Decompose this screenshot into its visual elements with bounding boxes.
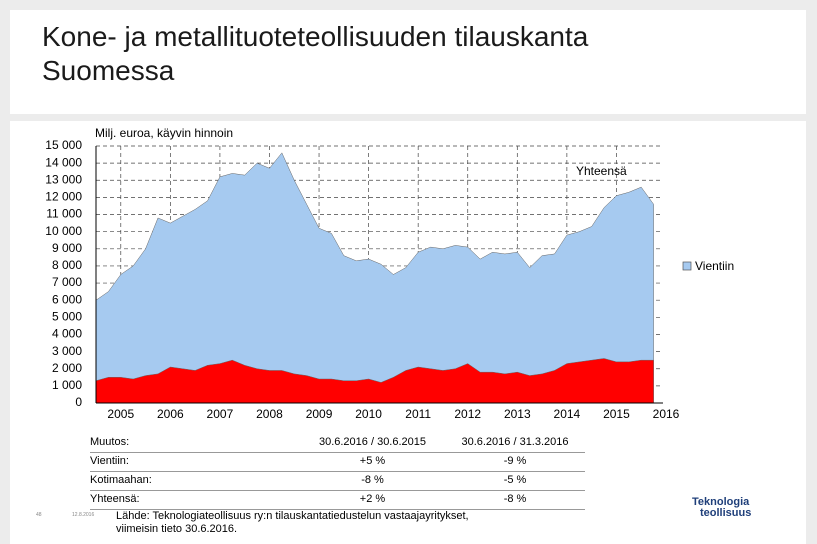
x-tick-label: 2005 — [107, 407, 134, 421]
y-tick-label: 10 000 — [45, 224, 82, 238]
logo: Teknologia teollisuus — [692, 497, 751, 519]
x-tick-label: 2016 — [653, 407, 680, 421]
legend-label: Vientiin — [695, 259, 734, 273]
x-tick-label: 2013 — [504, 407, 531, 421]
change-table: Muutos: 30.6.2016 / 30.6.2015 30.6.2016 … — [90, 434, 585, 510]
cell: Kotimaahan: — [90, 471, 300, 491]
cell: -8 % — [445, 490, 585, 510]
cell: -9 % — [445, 452, 585, 472]
cell: Muutos: — [90, 434, 300, 453]
y-tick-label: 6 000 — [52, 292, 82, 306]
logo-line: Teknologia — [692, 496, 750, 508]
page-number: 48 — [36, 512, 42, 518]
cell: +2 % — [300, 490, 445, 510]
cell: -8 % — [300, 471, 445, 491]
x-tick-label: 2009 — [306, 407, 333, 421]
date: 12.8.2016 — [72, 512, 95, 518]
x-tick-label: 2008 — [256, 407, 283, 421]
x-tick-label: 2015 — [603, 407, 630, 421]
table-header: Muutos: 30.6.2016 / 30.6.2015 30.6.2016 … — [90, 434, 585, 453]
legend-swatch — [682, 261, 692, 271]
y-tick-label: 7 000 — [52, 275, 82, 289]
source: Lähde: Teknologiateollisuus ry:n tilausk… — [116, 510, 469, 535]
y-tick-label: 3 000 — [52, 344, 82, 358]
y-tick-label: 5 000 — [52, 310, 82, 324]
x-tick-label: 2006 — [157, 407, 184, 421]
y-tick-label: 15 000 — [45, 138, 82, 152]
slide-title: Kone- ja metallituoteteollisuuden tilaus… — [42, 21, 589, 86]
y-tick-label: 8 000 — [52, 258, 82, 272]
x-tick-label: 2011 — [405, 407, 431, 421]
table-row: Yhteensä: +2 % -8 % — [90, 490, 585, 510]
y-tick-label: 11 000 — [46, 207, 82, 221]
y-tick-label: 14 000 — [45, 155, 82, 169]
annotation: Yhteensä — [576, 164, 627, 178]
table-row: Vientiin: +5 % -9 % — [90, 452, 585, 472]
area — [95, 358, 654, 404]
area — [95, 152, 654, 404]
y-tick-label: 2 000 — [52, 361, 82, 375]
cell: Vientiin: — [90, 452, 300, 472]
y-tick-label: 12 000 — [45, 190, 82, 204]
y-tick-label: 1 000 — [52, 378, 82, 392]
table-row: Kotimaahan: -8 % -5 % — [90, 471, 585, 491]
cell: Yhteensä: — [90, 490, 300, 510]
y-tick-label: 0 — [75, 395, 82, 409]
title-panel — [10, 10, 806, 114]
chart-subtitle: Milj. euroa, käyvin hinnoin — [95, 126, 233, 140]
cell: 30.6.2016 / 30.6.2015 — [300, 434, 445, 453]
cell: +5 % — [300, 452, 445, 472]
x-tick-label: 2014 — [554, 407, 581, 421]
y-tick-label: 4 000 — [52, 327, 82, 341]
logo-line: teollisuus — [700, 507, 752, 519]
x-tick-label: 2012 — [454, 407, 481, 421]
x-tick-label: 2010 — [355, 407, 382, 421]
y-tick-label: 13 000 — [45, 172, 82, 186]
x-tick-label: 2007 — [207, 407, 234, 421]
y-tick-label: 9 000 — [52, 241, 82, 255]
cell: 30.6.2016 / 31.3.2016 — [445, 434, 585, 453]
cell: -5 % — [445, 471, 585, 491]
